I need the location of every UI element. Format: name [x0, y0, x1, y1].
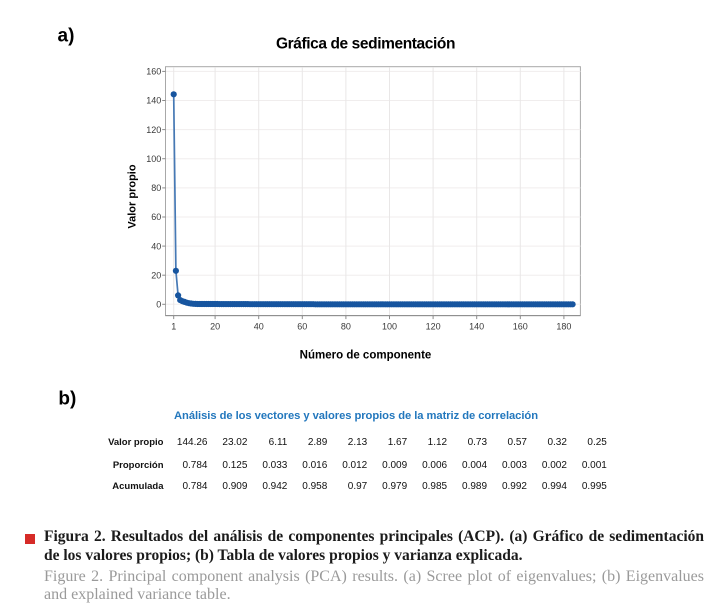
svg-text:120: 120 [426, 321, 441, 331]
svg-text:140: 140 [146, 96, 161, 106]
svg-text:20: 20 [151, 270, 161, 280]
svg-text:160: 160 [513, 321, 528, 331]
svg-text:100: 100 [146, 154, 161, 164]
svg-text:Gráfica de sedimentación: Gráfica de sedimentación [276, 36, 455, 53]
svg-text:20: 20 [210, 321, 220, 331]
svg-text:60: 60 [151, 212, 161, 222]
svg-text:80: 80 [151, 183, 161, 193]
svg-text:140: 140 [469, 321, 484, 331]
svg-text:160: 160 [146, 67, 161, 77]
svg-text:Valor propio: Valor propio [127, 164, 139, 228]
svg-text:1: 1 [171, 321, 176, 331]
svg-text:180: 180 [556, 321, 571, 331]
svg-text:b): b) [58, 389, 76, 410]
svg-text:120: 120 [146, 125, 161, 135]
svg-text:40: 40 [151, 241, 161, 251]
svg-text:0: 0 [156, 300, 161, 310]
svg-text:60: 60 [297, 321, 307, 331]
svg-text:100: 100 [382, 321, 397, 331]
svg-text:80: 80 [341, 321, 351, 331]
svg-text:a): a) [58, 26, 75, 47]
svg-text:40: 40 [254, 321, 264, 331]
svg-text:Número de componente: Número de componente [300, 350, 432, 362]
